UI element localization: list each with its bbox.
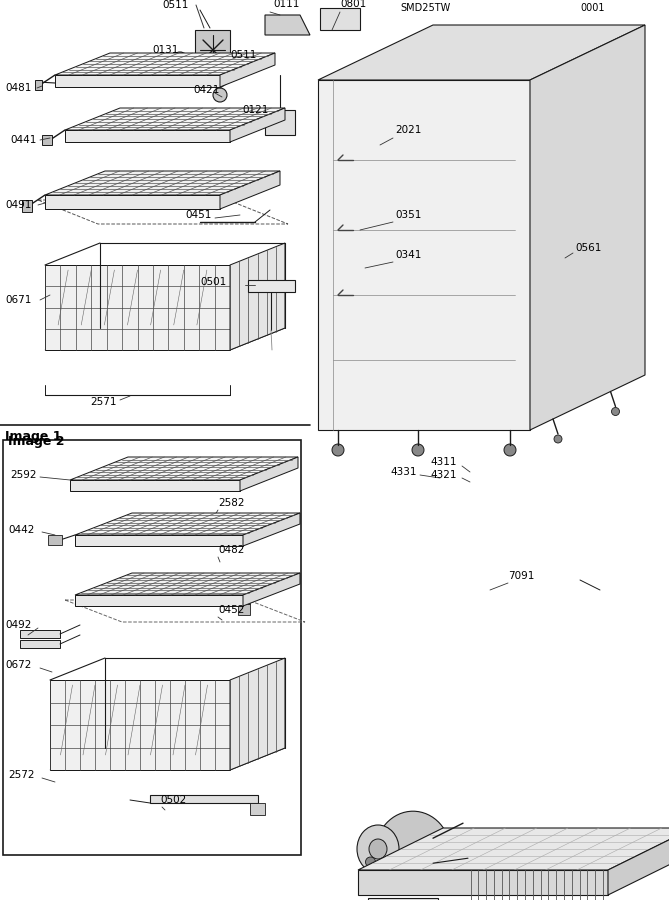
Text: SMD25TW: SMD25TW	[400, 3, 450, 13]
Text: 0421: 0421	[193, 85, 219, 95]
Text: 7091: 7091	[508, 571, 535, 581]
Polygon shape	[75, 513, 300, 535]
Polygon shape	[220, 171, 280, 209]
Polygon shape	[230, 108, 285, 142]
Text: 2582: 2582	[218, 498, 244, 508]
Text: 4311: 4311	[430, 457, 456, 467]
Text: 2592: 2592	[10, 470, 37, 480]
Polygon shape	[230, 658, 285, 770]
Text: Image 2: Image 2	[8, 435, 64, 448]
Text: 2021: 2021	[395, 125, 421, 135]
Text: 0451: 0451	[185, 210, 211, 220]
Polygon shape	[318, 80, 530, 430]
Polygon shape	[50, 680, 230, 770]
Ellipse shape	[375, 811, 451, 896]
Bar	[3, 440, 301, 855]
Polygon shape	[240, 457, 298, 491]
Text: 0672: 0672	[5, 660, 31, 670]
Polygon shape	[45, 328, 285, 350]
Text: 0001: 0001	[580, 3, 605, 13]
Text: 0481: 0481	[5, 83, 31, 93]
Text: 0502: 0502	[160, 795, 186, 805]
Polygon shape	[358, 828, 669, 870]
Ellipse shape	[357, 825, 399, 873]
Text: 0441: 0441	[10, 135, 36, 145]
Polygon shape	[248, 280, 295, 292]
Polygon shape	[70, 480, 240, 491]
Text: 0442: 0442	[8, 525, 34, 535]
Polygon shape	[45, 195, 220, 209]
Text: 0131: 0131	[152, 45, 179, 55]
Polygon shape	[75, 535, 243, 546]
Circle shape	[213, 88, 227, 102]
Text: 2572: 2572	[8, 770, 35, 780]
Polygon shape	[70, 457, 298, 480]
Polygon shape	[195, 30, 230, 70]
Polygon shape	[608, 828, 669, 895]
Polygon shape	[45, 171, 280, 195]
Text: 0452: 0452	[218, 605, 244, 615]
Circle shape	[365, 857, 375, 867]
Polygon shape	[48, 535, 62, 545]
Circle shape	[611, 408, 619, 416]
Polygon shape	[265, 110, 295, 135]
Text: 0561: 0561	[575, 243, 601, 253]
Text: 4321: 4321	[430, 470, 456, 480]
Polygon shape	[50, 748, 285, 770]
Ellipse shape	[369, 839, 387, 859]
Text: 0121: 0121	[242, 105, 268, 115]
Polygon shape	[35, 80, 42, 90]
Polygon shape	[20, 640, 60, 648]
Text: 0492: 0492	[5, 620, 31, 630]
Polygon shape	[150, 795, 258, 803]
Polygon shape	[238, 592, 250, 604]
Circle shape	[504, 444, 516, 456]
Polygon shape	[20, 630, 60, 638]
Polygon shape	[65, 108, 285, 130]
Text: 4331: 4331	[390, 467, 417, 477]
Polygon shape	[55, 75, 220, 87]
Text: 0351: 0351	[395, 210, 421, 220]
Polygon shape	[75, 595, 243, 606]
Text: 0111: 0111	[273, 0, 299, 9]
Text: Image 1: Image 1	[5, 430, 62, 443]
Text: 0341: 0341	[395, 250, 421, 260]
Polygon shape	[238, 604, 250, 615]
Text: 0501: 0501	[200, 277, 226, 287]
Polygon shape	[318, 25, 645, 80]
Circle shape	[332, 444, 344, 456]
Circle shape	[573, 857, 583, 867]
Text: 0801: 0801	[340, 0, 366, 9]
Text: 2571: 2571	[90, 397, 116, 407]
Polygon shape	[250, 803, 265, 815]
Polygon shape	[65, 130, 230, 142]
Circle shape	[466, 857, 476, 867]
Text: 0482: 0482	[218, 545, 244, 555]
Circle shape	[172, 52, 188, 68]
Text: 0671: 0671	[5, 295, 31, 305]
Polygon shape	[243, 513, 300, 546]
Polygon shape	[55, 53, 275, 75]
Polygon shape	[220, 53, 275, 87]
Polygon shape	[75, 573, 300, 595]
Polygon shape	[42, 135, 52, 145]
Text: 0491: 0491	[5, 200, 31, 210]
Circle shape	[554, 435, 562, 443]
Polygon shape	[22, 200, 32, 212]
Circle shape	[412, 444, 424, 456]
Polygon shape	[230, 243, 285, 350]
Polygon shape	[530, 25, 645, 430]
Polygon shape	[45, 265, 230, 350]
Polygon shape	[358, 870, 608, 895]
Text: 0511: 0511	[162, 0, 189, 10]
Polygon shape	[320, 8, 360, 30]
Text: 0511: 0511	[230, 50, 256, 60]
Polygon shape	[243, 573, 300, 606]
Polygon shape	[265, 15, 310, 35]
Polygon shape	[368, 898, 438, 900]
